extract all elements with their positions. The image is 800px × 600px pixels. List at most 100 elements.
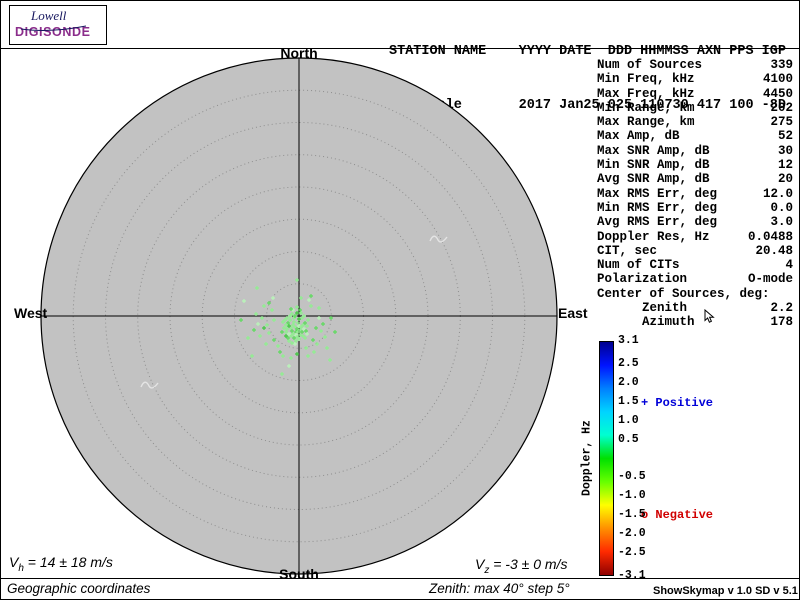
source-point [301, 323, 305, 327]
source-point [293, 325, 297, 329]
stats-row: Num of CITs 4 [597, 258, 793, 272]
mouse-cursor-icon [704, 309, 715, 323]
source-point [300, 316, 304, 320]
source-point [333, 330, 337, 334]
source-point [292, 336, 296, 340]
stats-label: Zenith [597, 301, 688, 316]
source-point [284, 334, 288, 338]
stats-value: 0.0 [770, 200, 793, 215]
source-point [289, 326, 293, 330]
stats-row: Avg SNR Amp, dB 20 [597, 172, 793, 186]
source-point [265, 323, 269, 327]
source-point [309, 294, 313, 298]
colorbar-tick-label: -1.5 [618, 508, 646, 522]
source-point [295, 305, 299, 309]
source-point [284, 330, 288, 334]
source-point [255, 286, 259, 290]
source-point [323, 335, 327, 339]
stats-label: Max RMS Err, deg [597, 186, 718, 201]
stats-value: 339 [770, 58, 793, 72]
header-column-labels: STATION NAME YYYY DATE DDD HHMMSS AXN PP… [389, 44, 786, 59]
source-points-group [140, 235, 448, 389]
source-point [304, 329, 308, 333]
stats-row: Max Freq, kHz 4450 [597, 87, 793, 101]
source-point [315, 342, 319, 346]
stats-value: 275 [770, 115, 793, 130]
stats-label: Num of CITs [597, 258, 680, 273]
colorbar-tick-label: -2.0 [618, 527, 646, 541]
source-point [293, 314, 297, 318]
colorbar-tick-label: 2.0 [618, 375, 639, 389]
negative-doppler-legend: o Negative [641, 508, 714, 522]
source-point [290, 312, 294, 316]
source-point [299, 311, 303, 315]
source-point [289, 356, 293, 360]
source-point [267, 331, 271, 335]
source-point [314, 326, 318, 330]
source-point [306, 354, 310, 358]
stats-value: 202 [770, 100, 793, 115]
source-point [285, 316, 289, 320]
source-point [295, 278, 299, 282]
stats-row: Min RMS Err, deg 0.0 [597, 201, 793, 215]
stats-value: 4450 [762, 86, 793, 101]
stats-label: Min Freq, kHz [597, 72, 695, 87]
stats-label: Max Range, km [597, 115, 695, 130]
source-point [285, 327, 289, 331]
colorbar-tick-label: 1.5 [618, 394, 639, 408]
source-point [280, 372, 284, 376]
source-point [242, 299, 246, 303]
footer-divider [1, 578, 799, 579]
stats-value: 0.0488 [747, 229, 793, 244]
source-point [297, 317, 301, 321]
doppler-colorbar [599, 341, 614, 576]
stats-value: 52 [777, 129, 793, 144]
stats-label: Center of Sources, deg: [597, 286, 770, 301]
compass-east-label: East [558, 305, 588, 321]
stats-panel: Num of Sources 339 Min Freq, kHz 4100 Max Fr… [597, 58, 793, 330]
stats-value: O-mode [747, 272, 793, 287]
source-point [309, 304, 313, 308]
colorbar-tick-label: -3.1 [618, 569, 646, 582]
source-point [305, 332, 309, 336]
stats-row: Num of Sources 339 [597, 58, 793, 72]
source-point [299, 296, 303, 300]
app-version-label: ShowSkymap v 1.0 SD v 5.1 [653, 585, 798, 597]
source-point [276, 344, 280, 348]
source-point [307, 298, 311, 302]
source-point [260, 316, 264, 320]
source-point [262, 304, 266, 308]
source-point [317, 306, 321, 310]
logo-lowell-text: Lowell [31, 8, 67, 23]
source-point [294, 339, 298, 343]
stats-row: Center of Sources, deg: [597, 287, 793, 301]
stats-value: 2.2 [770, 301, 793, 316]
source-point [270, 308, 274, 312]
logo-swoosh-icon [20, 25, 87, 31]
source-point [288, 318, 292, 322]
header-divider [1, 48, 799, 49]
source-point [246, 336, 250, 340]
stats-label: Max Freq, kHz [597, 86, 695, 101]
source-point [267, 301, 271, 305]
stats-row: Zenith 2.2 [597, 301, 793, 315]
stats-row: Max SNR Amp, dB 30 [597, 144, 793, 158]
stats-value: 178 [770, 315, 793, 330]
source-point [256, 322, 260, 326]
stats-label: Azimuth [597, 315, 695, 330]
source-point [258, 334, 262, 338]
colorbar-tick-label: 3.1 [618, 334, 639, 347]
stats-row: Avg RMS Err, deg 3.0 [597, 215, 793, 229]
stats-label: Num of Sources [597, 58, 703, 72]
source-point [300, 330, 304, 334]
source-point [297, 337, 301, 341]
lowell-digisonde-logo: Lowell DIGISONDE [9, 5, 107, 45]
source-point [288, 314, 292, 318]
source-point [287, 332, 291, 336]
source-point [295, 327, 299, 331]
compass-south-label: South [279, 566, 319, 582]
stats-row: Min Freq, kHz 4100 [597, 72, 793, 86]
stats-row: Max Amp, dB 52 [597, 129, 793, 143]
stats-value: 20.48 [755, 243, 793, 258]
source-point [239, 318, 243, 322]
